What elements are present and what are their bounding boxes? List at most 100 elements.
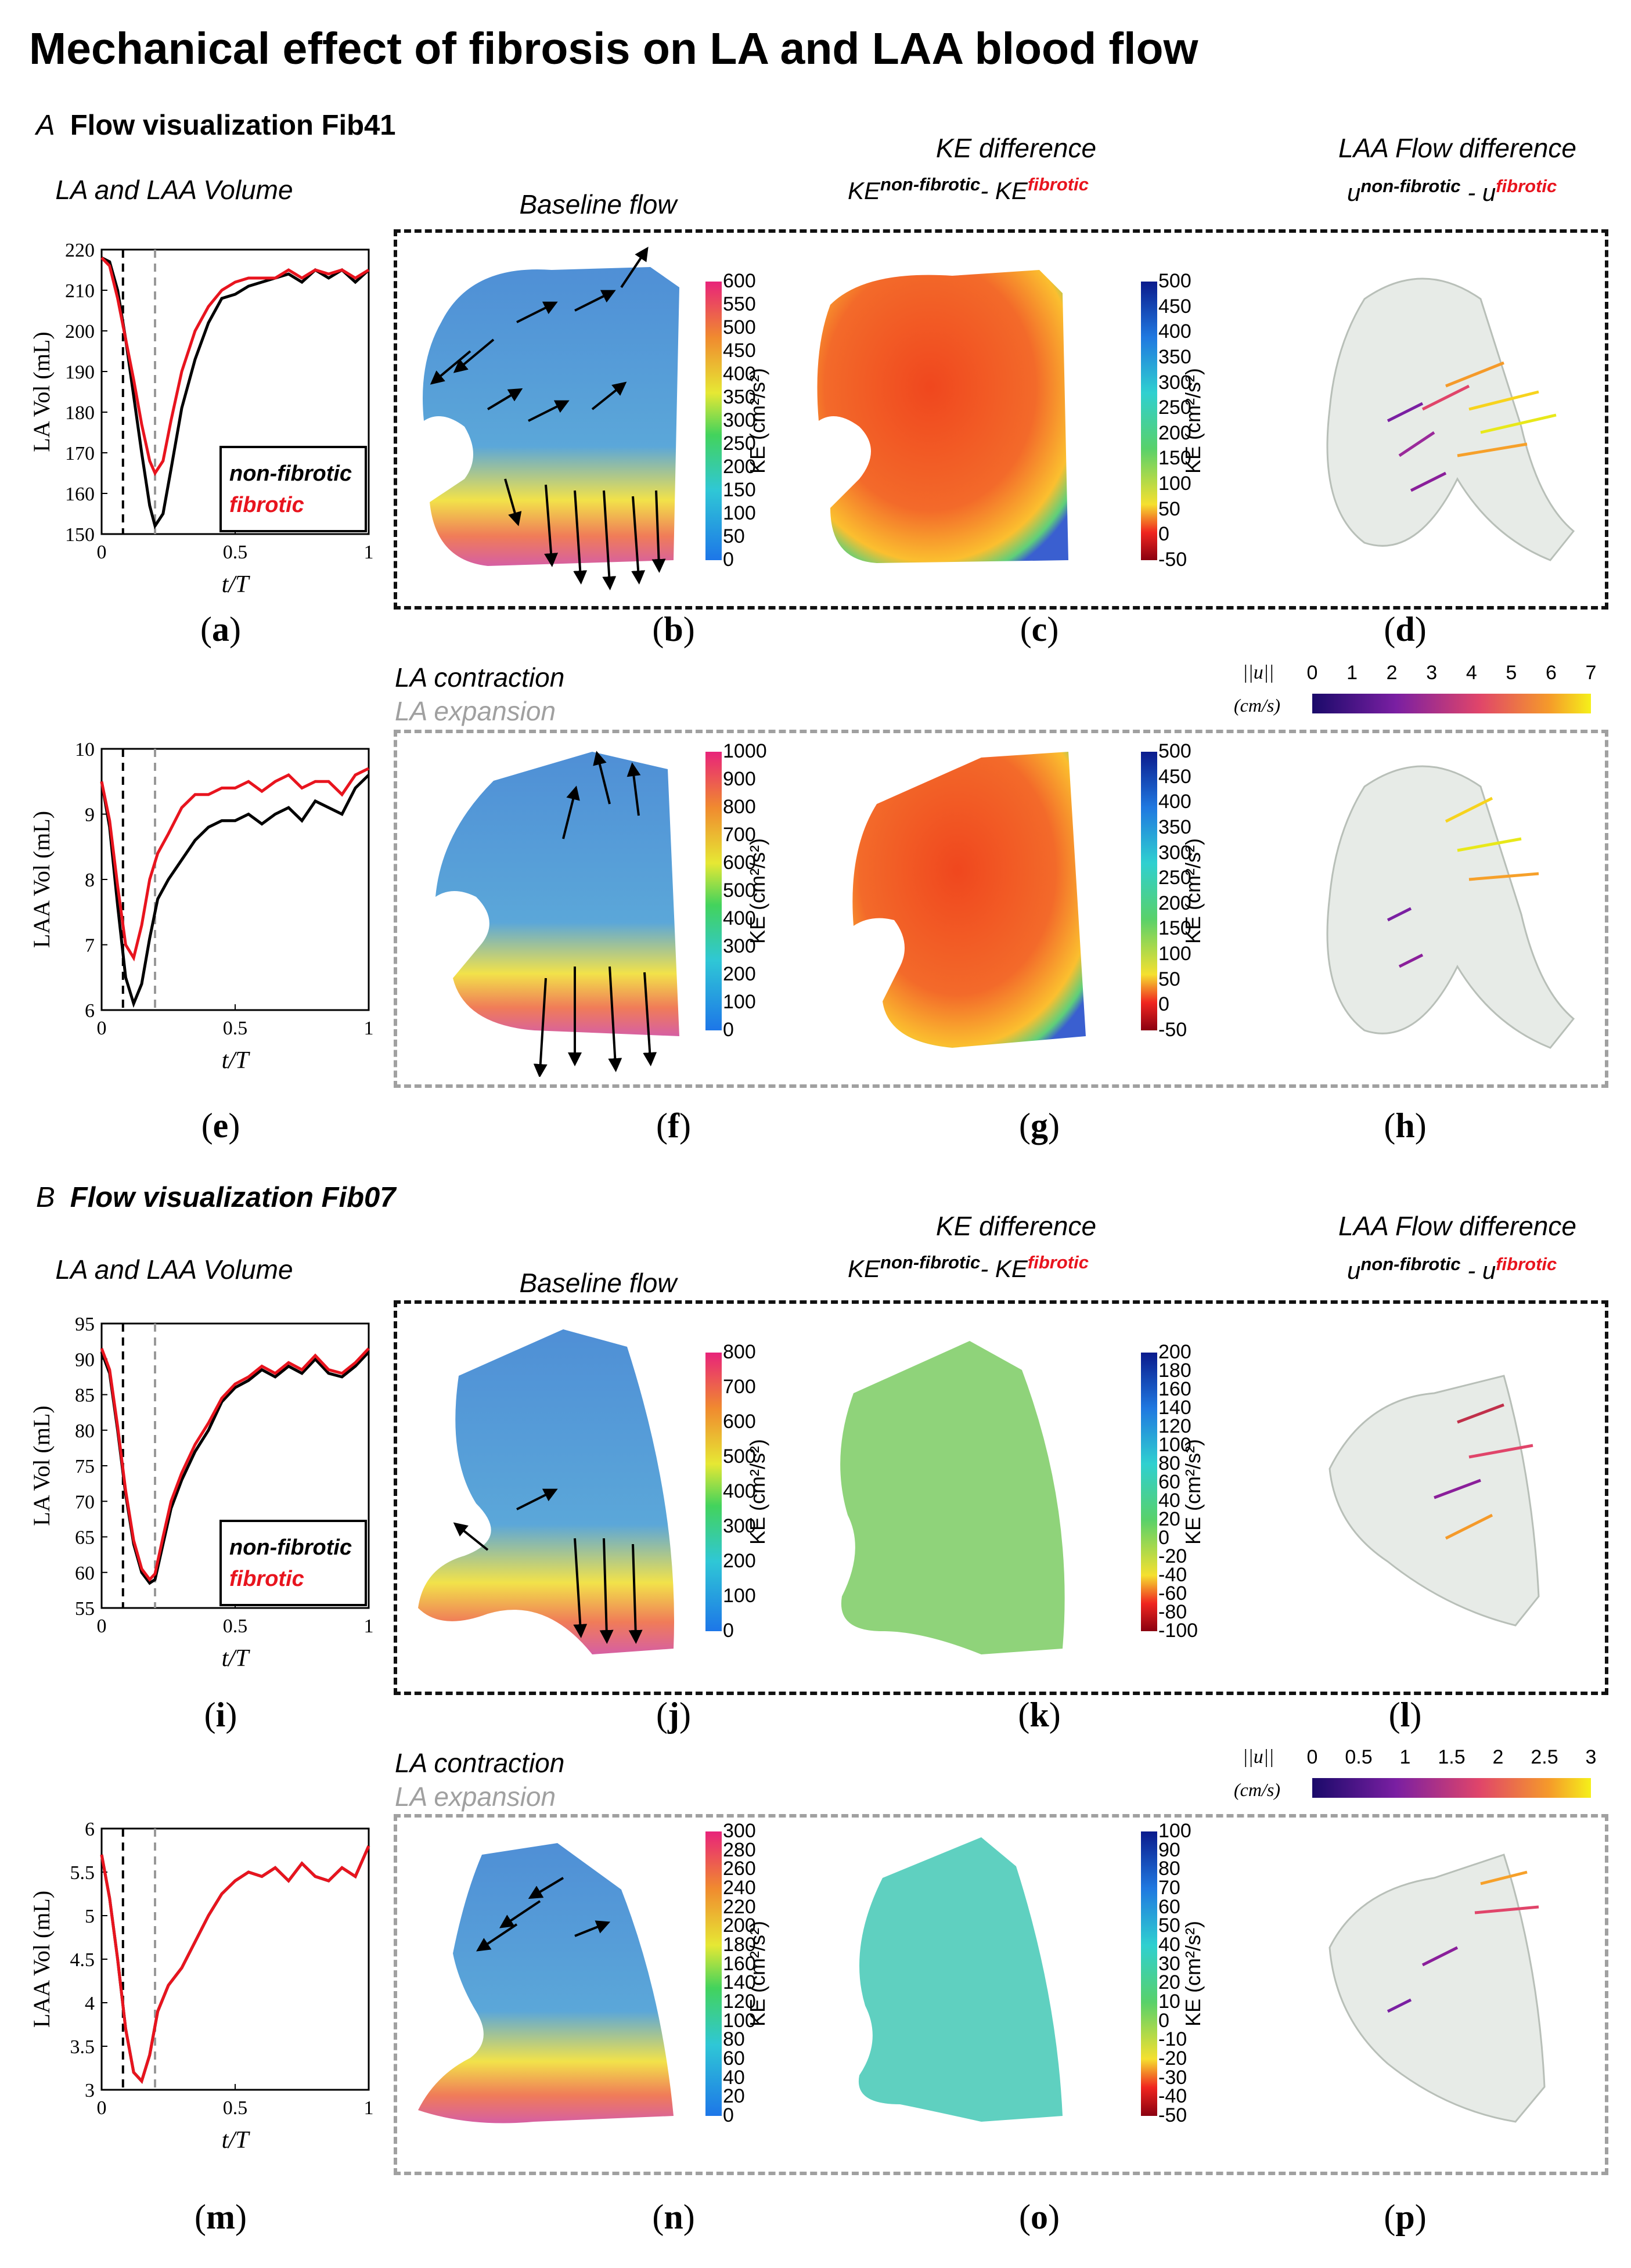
colorbar-k-tick: 120 bbox=[1158, 1415, 1191, 1437]
x-axis-label: t/T bbox=[222, 1645, 250, 1672]
legend-fibrotic: fibrotic bbox=[229, 493, 304, 517]
colorbar-n bbox=[705, 1831, 722, 2116]
colorbar-o-tick: 10 bbox=[1158, 1991, 1180, 2013]
colorbar-f-tick: 300 bbox=[723, 935, 756, 957]
colorbar-o-tick: 50 bbox=[1158, 1914, 1180, 1937]
laa-flow-heading-b: LAA Flow difference bbox=[1338, 1211, 1576, 1241]
colorbar-k-tick: 60 bbox=[1158, 1471, 1180, 1493]
colorbar-f-label: KE (cm²/s²) bbox=[746, 838, 769, 944]
y-tick-label: 200 bbox=[65, 321, 95, 342]
magnitude-label: ||u|| bbox=[1243, 662, 1274, 683]
magnitude-unit: (cm/s) bbox=[1234, 1779, 1280, 1800]
colorbar-k-tick: -80 bbox=[1158, 1601, 1187, 1623]
colorbar-c-tick: 300 bbox=[1158, 371, 1191, 394]
section-b-header: B Flow visualization Fib07 bbox=[36, 1181, 396, 1214]
colorbar-b-tick: 600 bbox=[723, 270, 756, 292]
figure-title: Mechanical effect of fibrosis on LA and … bbox=[29, 24, 1198, 74]
magnitude-colorbar-a bbox=[1312, 694, 1591, 713]
section-a-header: A Flow visualization Fib41 bbox=[36, 109, 396, 142]
colorbar-c-tick: 500 bbox=[1158, 270, 1191, 292]
colorbar-n-tick: 280 bbox=[723, 1838, 756, 1861]
colorbar-j-label: KE (cm²/s²) bbox=[746, 1439, 769, 1545]
colorbar-k-tick: -100 bbox=[1158, 1620, 1198, 1642]
row1-visualizations bbox=[423, 247, 1575, 590]
laa-flow-shape-h bbox=[1326, 765, 1575, 1049]
y-axis-label: LAA Vol (mL) bbox=[28, 811, 55, 948]
panel-label-e: (e) bbox=[201, 1106, 240, 1145]
y-tick-label: 180 bbox=[65, 402, 95, 424]
colorbar-n-tick: 120 bbox=[723, 1991, 756, 2013]
colorbar-j-tick: 700 bbox=[723, 1376, 756, 1398]
colorbar-n-tick: 0 bbox=[723, 2104, 734, 2126]
colorbar-k-tick: -60 bbox=[1158, 1582, 1187, 1604]
x-tick-label: 0 bbox=[97, 1018, 107, 1039]
y-tick-label: 9 bbox=[85, 805, 95, 826]
colorbar-j-tick: 200 bbox=[723, 1550, 756, 1572]
colorbar-c-label: KE (cm²/s²) bbox=[1181, 368, 1205, 474]
colorbar-f-tick: 0 bbox=[723, 1019, 734, 1041]
magnitude-tick: 3 bbox=[1426, 662, 1438, 684]
panel-label-c: (c) bbox=[1020, 610, 1059, 648]
magnitude-tick: 6 bbox=[1545, 662, 1557, 684]
colorbar-b-tick: 450 bbox=[723, 340, 756, 362]
panel-label-h: (h) bbox=[1384, 1106, 1427, 1145]
colorbar-f-tick: 100 bbox=[723, 991, 756, 1013]
expansion-label-b: LA expansion bbox=[395, 1782, 556, 1812]
colorbar-g-tick: -50 bbox=[1158, 1019, 1187, 1041]
x-tick-label: 0.5 bbox=[223, 2097, 248, 2119]
row3-visualizations bbox=[418, 1329, 1540, 1654]
magnitude-tick: 1 bbox=[1399, 1746, 1411, 1768]
colorbar-c-tick: 450 bbox=[1158, 295, 1191, 318]
x-tick-label: 1 bbox=[364, 1616, 374, 1637]
colorbar-c-tick: 0 bbox=[1158, 523, 1169, 546]
legend-fibrotic: fibrotic bbox=[229, 1567, 304, 1591]
panel-label-k: (k) bbox=[1018, 1696, 1061, 1734]
x-axis-label: t/T bbox=[222, 2127, 250, 2154]
magnitude-tick: 5 bbox=[1506, 662, 1517, 684]
row2-visualizations bbox=[435, 751, 1575, 1077]
y-tick-label: 190 bbox=[65, 362, 95, 383]
colorbar-f-tick: 400 bbox=[723, 907, 756, 929]
x-axis-label: t/T bbox=[222, 1047, 250, 1074]
fibrotic-line bbox=[100, 1845, 370, 2084]
y-tick-label: 7 bbox=[85, 935, 95, 957]
colorbar-k-tick: 160 bbox=[1158, 1378, 1191, 1400]
baseline-heading-b: Baseline flow bbox=[519, 1268, 677, 1298]
y-axis-label: LA Vol (mL) bbox=[28, 1405, 55, 1526]
contraction-label-b: LA contraction bbox=[395, 1748, 565, 1778]
x-tick-label: 1 bbox=[364, 2097, 374, 2119]
dashed-box-row1 bbox=[394, 229, 1608, 610]
magnitude-tick: 1 bbox=[1346, 662, 1358, 684]
panel-label-p: (p) bbox=[1384, 2198, 1427, 2236]
colorbar-k-tick: 40 bbox=[1158, 1490, 1180, 1512]
colorbar-c-tick: 100 bbox=[1158, 473, 1191, 495]
baseline-heading-a: Baseline flow bbox=[519, 189, 677, 219]
colorbar-g-tick: 500 bbox=[1158, 740, 1191, 762]
colorbar-j bbox=[705, 1353, 722, 1631]
y-tick-label: 75 bbox=[75, 1456, 95, 1477]
colorbar-o-tick: 20 bbox=[1158, 1971, 1180, 1994]
colorbar-c-tick: 200 bbox=[1158, 421, 1191, 444]
ke-formula-a: KEnon-fibrotic- KEfibrotic bbox=[848, 174, 1089, 204]
colorbar-o-tick: 0 bbox=[1158, 2009, 1169, 2032]
panel-label-d: (d) bbox=[1384, 610, 1427, 648]
x-tick-label: 0 bbox=[97, 2097, 107, 2119]
panel-label-g: (g) bbox=[1019, 1106, 1060, 1145]
axes-frame bbox=[100, 1827, 370, 2091]
colorbar-b-tick: 200 bbox=[723, 456, 756, 478]
colorbar-g bbox=[1141, 752, 1157, 1030]
colorbar-o-tick: -50 bbox=[1158, 2104, 1187, 2126]
colorbar-g-tick: 150 bbox=[1158, 917, 1191, 940]
colorbar-c-tick: -50 bbox=[1158, 549, 1187, 571]
colorbar-o-tick: 80 bbox=[1158, 1858, 1180, 1880]
colorbar-f-tick: 700 bbox=[723, 824, 756, 846]
colorbar-c-tick: 350 bbox=[1158, 345, 1191, 368]
legend-nonfibrotic: non-fibrotic bbox=[229, 1535, 352, 1560]
colorbar-j-tick: 500 bbox=[723, 1445, 756, 1467]
colorbar-k-tick: 100 bbox=[1158, 1434, 1191, 1456]
colorbar-c-tick: 50 bbox=[1158, 497, 1180, 520]
colorbar-j-tick: 600 bbox=[723, 1411, 756, 1433]
magnitude-tick: 7 bbox=[1585, 662, 1597, 684]
baseline-flow-la-shape-n bbox=[418, 1843, 674, 2123]
colorbar-g-tick: 100 bbox=[1158, 943, 1191, 965]
